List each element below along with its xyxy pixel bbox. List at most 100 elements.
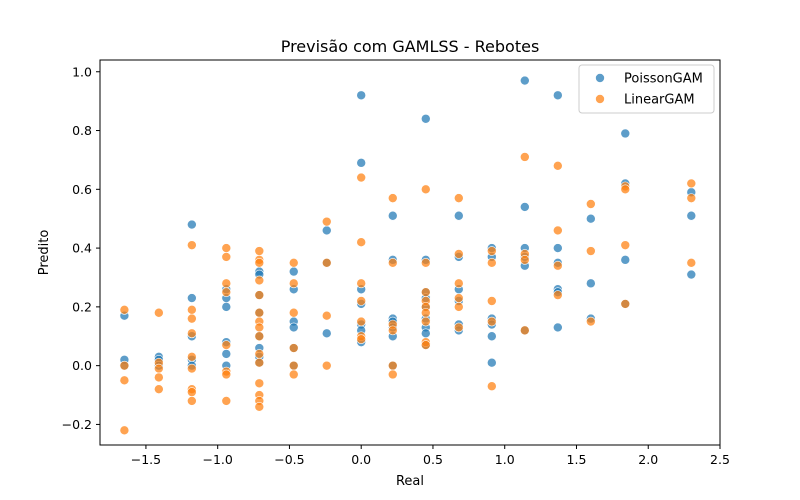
point-lineargam-78 [453,322,464,333]
point-lineargam-63 [387,369,398,380]
point-poissongam-75 [553,90,563,101]
point-lineargam-59 [387,257,398,268]
point-lineargam-4 [154,307,164,318]
y-tick-label-3: 0.4 [72,241,92,256]
point-lineargam-10 [187,305,197,315]
y-tick-label-0: −0.2 [62,417,92,432]
point-poissongam-13 [221,302,232,312]
x-tick-label-1: −1.0 [203,452,233,467]
x-tick-label-4: 0.5 [423,452,443,467]
point-lineargam-74 [453,249,464,259]
x-tick-label-7: 2.0 [638,452,658,467]
point-poissongam-86 [620,255,631,265]
point-lineargam-44 [288,343,299,353]
x-tick-label-6: 1.5 [567,452,587,467]
point-lineargam-79 [487,246,497,256]
point-lineargam-58 [387,193,398,203]
point-lineargam-43 [288,307,299,318]
point-lineargam-30 [254,290,265,300]
point-poissongam-28 [288,322,299,333]
point-lineargam-76 [453,293,464,303]
point-poissongam-33 [321,328,332,339]
point-lineargam-2 [119,375,130,386]
point-lineargam-16 [187,387,197,397]
point-lineargam-97 [620,240,631,250]
point-lineargam-22 [221,340,232,350]
plot-frame [99,59,721,446]
point-lineargam-51 [356,172,367,183]
point-lineargam-90 [553,260,563,271]
point-lineargam-89 [553,225,563,236]
point-poissongam-68 [487,357,497,368]
point-lineargam-24 [221,369,232,380]
point-lineargam-77 [453,302,464,312]
point-lineargam-84 [520,152,530,162]
y-tick-label-2: 0.2 [72,299,92,314]
point-poissongam-35 [356,158,367,168]
point-poissongam-82 [586,278,596,289]
point-lineargam-18 [221,243,232,253]
point-poissongam-67 [487,331,497,342]
point-lineargam-13 [187,352,197,362]
x-tick-label-8: 2.5 [710,452,730,467]
x-tick-label-2: −0.5 [274,452,304,467]
point-poissongam-57 [453,210,464,221]
point-lineargam-40 [254,401,265,412]
point-lineargam-52 [356,237,367,248]
point-lineargam-50 [321,360,332,371]
point-lineargam-31 [254,307,265,318]
point-lineargam-98 [620,299,631,309]
point-lineargam-96 [620,184,631,195]
legend-marker-lineargam [595,94,605,104]
point-lineargam-37 [254,378,265,389]
y-tick-label-6: 1.0 [72,64,92,79]
point-lineargam-61 [387,325,398,336]
legend-marker-poissongam [595,73,605,83]
point-lineargam-21 [221,287,232,297]
point-lineargam-80 [487,257,497,268]
point-lineargam-64 [420,184,431,195]
point-lineargam-0 [119,305,130,315]
point-lineargam-83 [487,381,497,392]
point-lineargam-29 [254,275,265,286]
point-lineargam-26 [254,246,265,256]
point-lineargam-14 [187,363,197,374]
y-tick-label-5: 0.8 [72,123,92,138]
point-lineargam-35 [254,349,265,359]
point-lineargam-46 [288,369,299,380]
point-lineargam-66 [420,287,431,297]
point-lineargam-19 [221,252,232,262]
point-lineargam-34 [254,331,265,342]
point-lineargam-94 [586,316,596,327]
point-lineargam-42 [288,278,299,289]
point-poissongam-84 [620,128,631,139]
y-tick-label-4: 0.6 [72,182,92,197]
point-poissongam-25 [288,266,299,277]
point-lineargam-1 [119,360,130,371]
point-lineargam-17 [187,396,197,406]
axes-layer: −1.5 −1.0 −0.5 0.0 0.5 1.0 1.5 2.0 2.5 −0.2 0.0 0.2… [62,64,730,467]
point-lineargam-8 [154,384,164,394]
point-lineargam-47 [321,216,332,227]
point-poissongam-48 [420,113,431,124]
point-poissongam-6 [187,219,197,230]
point-poissongam-31 [321,225,332,236]
point-lineargam-87 [520,325,530,336]
point-lineargam-45 [288,360,299,371]
point-lineargam-7 [154,372,164,383]
point-lineargam-69 [420,307,431,318]
point-lineargam-81 [487,296,497,306]
point-lineargam-9 [187,240,197,250]
point-lineargam-100 [686,193,697,203]
point-lineargam-92 [586,199,596,209]
point-lineargam-6 [154,363,164,374]
legend-label-poissongam: PoissonGAM [624,72,703,87]
point-lineargam-62 [387,360,398,371]
x-tick-label-5: 1.0 [495,452,515,467]
point-lineargam-33 [254,322,265,333]
point-poissongam-76 [553,243,563,253]
point-lineargam-99 [686,178,697,189]
point-poissongam-15 [221,349,232,359]
point-lineargam-49 [321,310,332,321]
